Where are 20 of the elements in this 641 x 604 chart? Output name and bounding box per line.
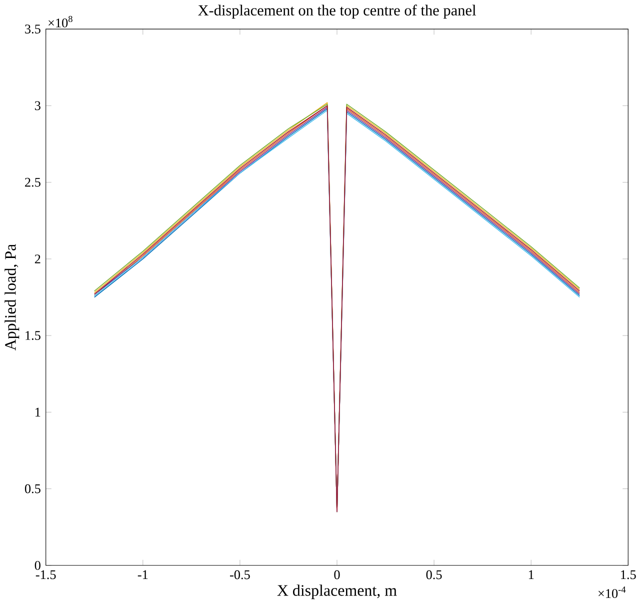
text: ×10$^{8}$ [48, 16, 72, 28]
y-axis-title: Applied load, Pa [4, 244, 20, 351]
x-tick-label: 0.5 [426, 570, 442, 580]
x-tick-label: 1.5 [621, 570, 636, 580]
x-tick-label: 0 [334, 570, 340, 580]
chart-title: X-displacement on the top centre of the panel [198, 4, 476, 19]
x-tick-label: -0.5 [230, 570, 250, 580]
y-tick-label: 0.5 [24, 484, 40, 494]
y-tick-label: 3 [34, 101, 40, 110]
x-tick-label: -1.5 [36, 570, 56, 580]
x-axis-title: X displacement, m [277, 584, 397, 600]
x-tick-label: 1 [528, 570, 534, 580]
y-tick-label: 2.5 [25, 178, 40, 187]
y-tick-label: 2 [34, 254, 40, 264]
y-tick-label: 0 [34, 561, 40, 570]
y-tick-label: 1 [36, 408, 40, 417]
y-tick-label: 3.5 [25, 24, 40, 34]
x-tick-label: -1 [138, 570, 148, 580]
y-tick-label: 1.5 [26, 331, 40, 340]
text: ×10$^{-4}$ [598, 586, 626, 598]
